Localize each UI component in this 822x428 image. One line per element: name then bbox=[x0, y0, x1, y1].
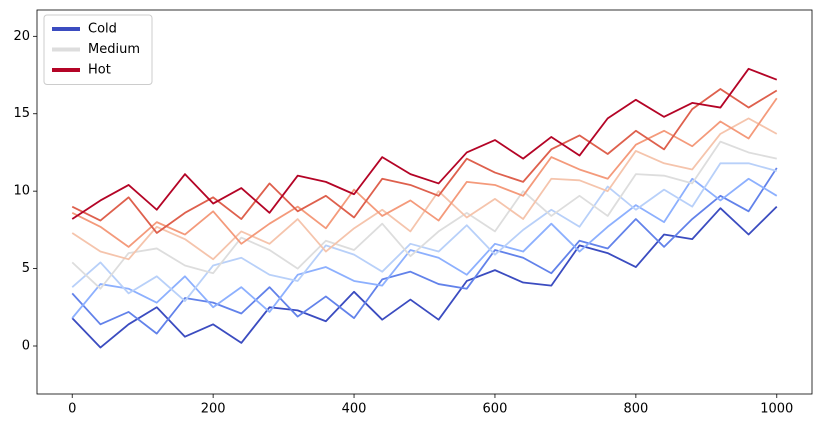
plot-lines bbox=[71, 67, 778, 349]
series-line bbox=[71, 67, 778, 220]
series-line bbox=[71, 167, 778, 335]
series-line bbox=[71, 206, 778, 349]
plot-frame bbox=[36, 9, 813, 395]
x-tick-label: 200 bbox=[201, 402, 226, 417]
series-line bbox=[71, 177, 778, 319]
series-line bbox=[71, 162, 778, 302]
series-line bbox=[71, 88, 778, 234]
y-tick-label: 10 bbox=[13, 184, 30, 199]
legend: Cold Medium Hot bbox=[43, 14, 153, 85]
x-tick-label: 1000 bbox=[760, 402, 793, 417]
y-tick-label: 15 bbox=[13, 106, 30, 121]
legend-label: Cold bbox=[88, 22, 117, 37]
series-line bbox=[71, 97, 778, 248]
legend-label: Medium bbox=[88, 42, 140, 57]
x-tick-label: 600 bbox=[483, 402, 508, 417]
x-tick-label: 400 bbox=[342, 402, 367, 417]
legend-box bbox=[43, 14, 153, 85]
y-tick-label: 20 bbox=[13, 29, 30, 44]
y-tick-label: 5 bbox=[22, 261, 30, 276]
series-line bbox=[71, 140, 777, 290]
y-tick-label: 0 bbox=[22, 339, 30, 354]
legend-label: Hot bbox=[88, 63, 111, 78]
x-tick-label: 0 bbox=[68, 402, 76, 417]
x-tick-label: 800 bbox=[623, 402, 648, 417]
